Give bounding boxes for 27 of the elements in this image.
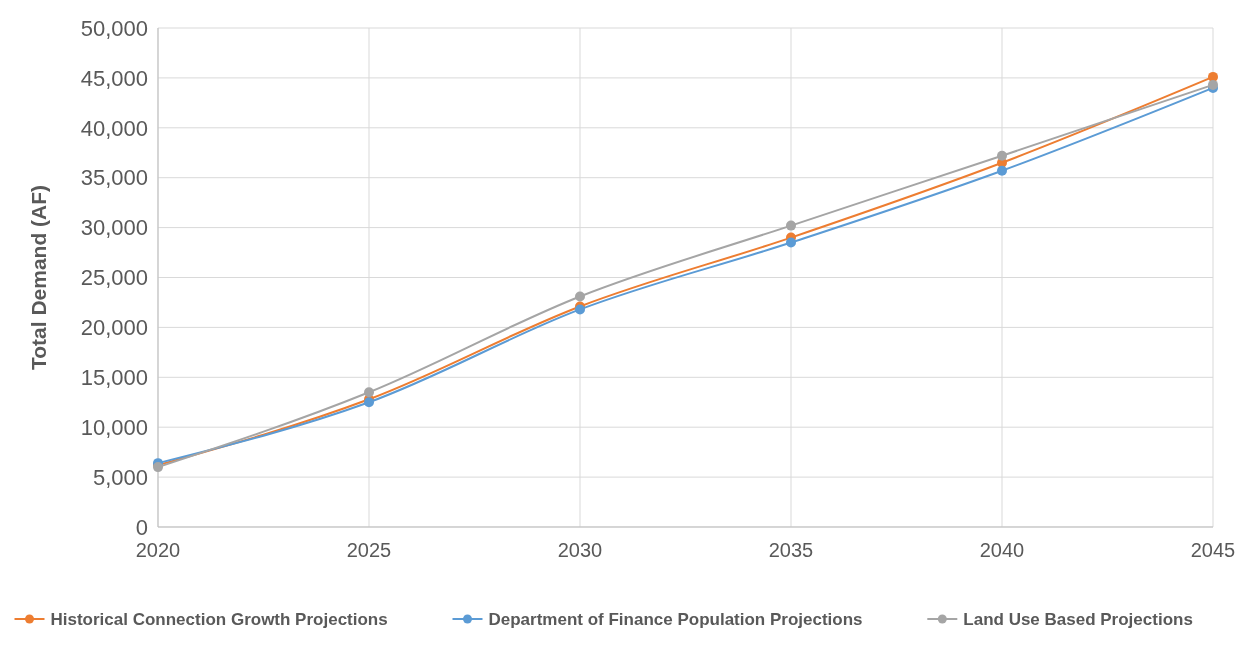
point — [575, 291, 585, 302]
y-tick-label: 5,000 — [92, 464, 148, 490]
point — [997, 150, 1007, 161]
x-tick-label: 2045 — [1190, 539, 1236, 561]
y-tick-label: 35,000 — [80, 165, 148, 191]
y-tick-label: 50,000 — [80, 15, 148, 41]
point — [786, 237, 796, 248]
x-tick-label: 2040 — [979, 539, 1025, 561]
y-axis-title: Total Demand (AF) — [27, 184, 50, 371]
x-tick-label: 2020 — [135, 539, 181, 561]
y-tick-label: 30,000 — [80, 215, 148, 241]
y-tick-label: 10,000 — [80, 414, 148, 440]
y-tick-label: 0 — [135, 514, 148, 540]
y-tick-label: 25,000 — [80, 265, 148, 291]
legend-label: Department of Finance Population Projections — [488, 609, 863, 629]
y-tick-label: 15,000 — [80, 365, 148, 390]
x-tick-label: 2035 — [768, 539, 814, 561]
y-tick-label: 20,000 — [80, 315, 148, 341]
x-tick-label: 2025 — [346, 539, 392, 561]
x-tick-label: 2030 — [557, 539, 603, 561]
legend-label: Land Use Based Projections — [963, 609, 1193, 629]
y-tick-label: 40,000 — [80, 115, 148, 141]
point — [786, 220, 796, 231]
legend-label: Historical Connection Growth Projections — [50, 609, 388, 629]
point — [997, 165, 1007, 176]
y-tick-label: 45,000 — [80, 65, 148, 91]
point — [364, 387, 374, 398]
